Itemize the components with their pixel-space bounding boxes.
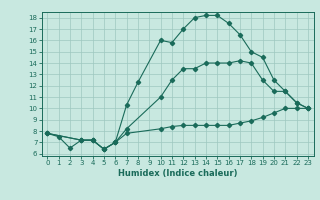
- X-axis label: Humidex (Indice chaleur): Humidex (Indice chaleur): [118, 169, 237, 178]
